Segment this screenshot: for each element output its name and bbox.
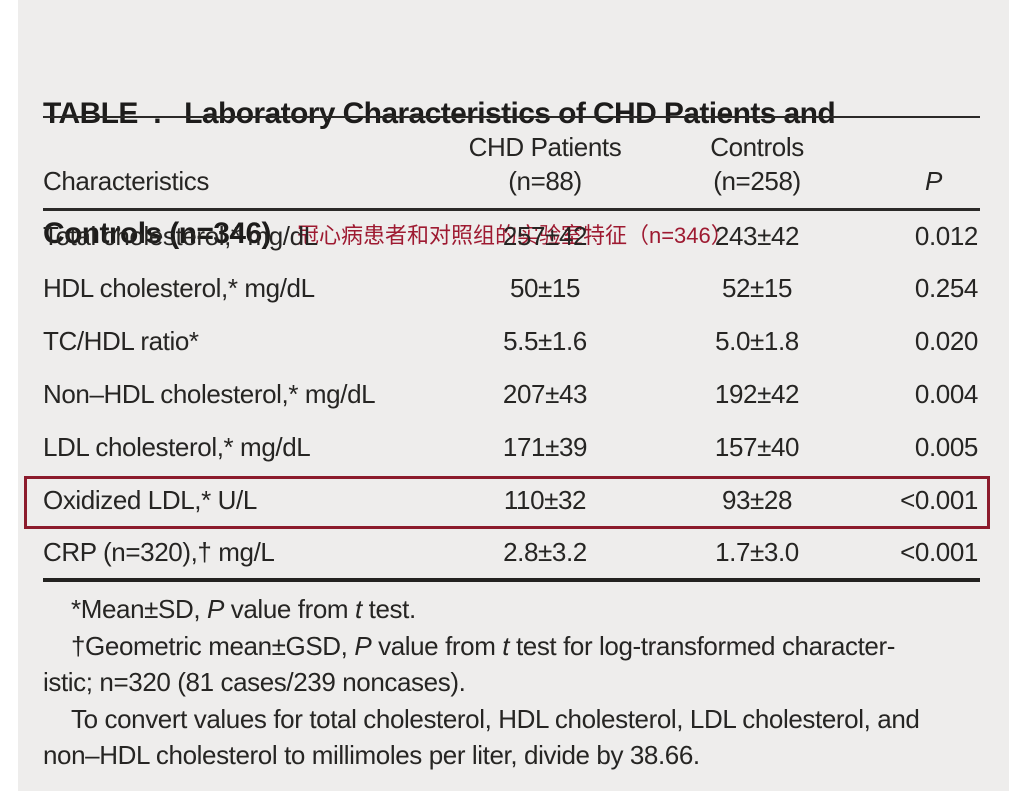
col-header-chd-line1: CHD Patients — [468, 131, 622, 162]
col-header-controls-line1: Controls — [710, 131, 804, 162]
controls-value: 5.0±1.8 — [715, 326, 799, 356]
row-label: Non–HDL cholesterol,* mg/dL — [43, 379, 376, 409]
chd-value: 5.5±1.6 — [503, 326, 587, 356]
col-header-chd-patients: CHD Patients (n=88) — [403, 117, 687, 211]
p-value: 0.254 — [914, 273, 978, 303]
p-value: 0.020 — [914, 326, 978, 356]
row-label: CRP (n=320),† mg/L — [43, 527, 403, 582]
footnote-mean-sd: *Mean±SD, P value from t test. — [43, 591, 983, 628]
controls-value: 192±42 — [714, 379, 800, 409]
row-label: LDL cholesterol,* mg/dL — [43, 432, 311, 462]
italic-p: P — [354, 630, 372, 661]
header-row: Characteristics CHD Patients (n=88) Cont… — [43, 117, 980, 211]
p-value: <0.001 — [827, 527, 980, 582]
controls-value: 93±28 — [721, 485, 793, 515]
col-header-controls-line2: (n=258) — [713, 165, 801, 196]
footnotes: *Mean±SD, P value from t test. †Geometri… — [43, 591, 983, 774]
footnote-conversion-line1: To convert values for total cholesterol,… — [71, 703, 920, 734]
col-header-controls: Controls (n=258) — [687, 117, 827, 211]
col-header-chd-line2: (n=88) — [508, 165, 582, 196]
row-label: HDL cholesterol,* mg/dL — [43, 273, 315, 303]
italic-t: t — [502, 630, 510, 661]
col-header-characteristics: Characteristics — [43, 117, 403, 211]
footnote-geometric-mean-line1: †Geometric mean±GSD, P value from t test… — [43, 628, 983, 665]
table-row: CRP (n=320),† mg/L 2.8±3.2 1.7±3.0 <0.00… — [43, 527, 980, 582]
table-row-highlighted: Oxidized LDL,* U/L 110±32 93±28 <0.001 — [43, 474, 980, 527]
footnote-text: value from — [371, 630, 503, 661]
p-value: 0.012 — [914, 220, 978, 251]
controls-value: 52±15 — [721, 273, 793, 303]
chd-value: 2.8±3.2 — [403, 527, 687, 582]
chd-value: 50±15 — [509, 273, 581, 303]
row-label: Total cholesterol,* mg/dL — [43, 220, 318, 251]
chd-value: 171±39 — [502, 432, 588, 462]
chd-value: 257±42 — [502, 220, 588, 251]
chd-value: 207±43 — [502, 379, 588, 409]
p-value: <0.001 — [900, 485, 978, 515]
footnote-conversion-line2: non–HDL cholesterol to millimoles per li… — [43, 740, 700, 770]
footnote-text: †Geometric mean±GSD, — [71, 630, 355, 661]
table-row: LDL cholesterol,* mg/dL 171±39 157±40 0.… — [43, 421, 980, 474]
footnote-text: *Mean±SD, — [71, 594, 207, 624]
chd-value: 110±32 — [503, 485, 587, 515]
footnote-text: test. — [361, 594, 417, 624]
row-label: TC/HDL ratio* — [43, 326, 199, 356]
table-row: Non–HDL cholesterol,* mg/dL 207±43 192±4… — [43, 368, 980, 421]
controls-value: 243±42 — [714, 220, 800, 251]
footnote-text: value from — [223, 594, 355, 624]
data-table-wrapper: Characteristics CHD Patients (n=88) Cont… — [43, 116, 980, 582]
controls-value: 1.7±3.0 — [687, 527, 827, 582]
laboratory-characteristics-table: Characteristics CHD Patients (n=88) Cont… — [43, 116, 980, 582]
footnote-geometric-mean-line2: istic; n=320 (81 cases/239 noncases). — [43, 667, 466, 697]
table-row: TC/HDL ratio* 5.5±1.6 5.0±1.8 0.020 — [43, 315, 980, 368]
row-label: Oxidized LDL,* U/L — [43, 485, 257, 515]
table-row: Total cholesterol,* mg/dL 257±42 243±42 … — [43, 209, 980, 262]
italic-t: t — [354, 594, 362, 624]
col-header-p-value: P — [827, 117, 980, 211]
italic-p: P — [207, 594, 224, 624]
footnote-text: test for log-transformed character- — [509, 630, 895, 661]
chinese-annotation: 冠心病患者和对照组的实验室特征（n=346） — [296, 223, 733, 248]
table-body: Total cholesterol,* mg/dL 257±42 243±42 … — [43, 209, 980, 582]
table-header: Characteristics CHD Patients (n=88) Cont… — [43, 117, 980, 211]
p-value: 0.005 — [914, 432, 978, 462]
p-value: 0.004 — [914, 379, 978, 409]
table-title-line2-row: Controls (n=346) 冠心病患者和对照组的实验室特征（n=346） — [43, 214, 983, 256]
table-title-line2: Controls (n=346) — [43, 217, 272, 250]
table-row: HDL cholesterol,* mg/dL 50±15 52±15 0.25… — [43, 262, 980, 315]
controls-value: 157±40 — [714, 432, 800, 462]
